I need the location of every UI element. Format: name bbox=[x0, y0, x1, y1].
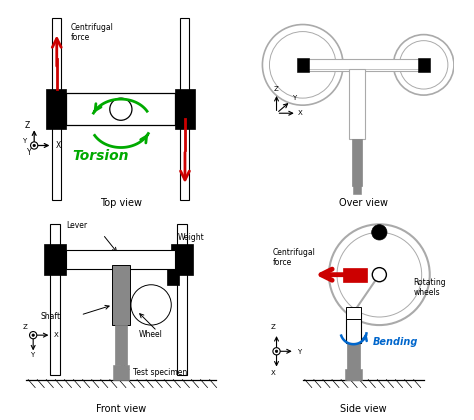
Bar bbox=[303, 59, 424, 71]
Text: Z: Z bbox=[25, 121, 30, 130]
Circle shape bbox=[33, 144, 36, 147]
Circle shape bbox=[420, 61, 428, 68]
Text: X: X bbox=[271, 370, 276, 376]
Bar bbox=[175, 89, 195, 129]
Text: Rotating: Rotating bbox=[414, 278, 446, 287]
Text: Y: Y bbox=[22, 139, 27, 144]
Bar bbox=[349, 69, 365, 139]
Text: X: X bbox=[54, 332, 58, 338]
Text: Z: Z bbox=[273, 86, 278, 92]
Circle shape bbox=[263, 24, 343, 105]
Text: Side view: Side view bbox=[340, 404, 386, 414]
Text: Over view: Over view bbox=[339, 198, 388, 208]
Text: Weight: Weight bbox=[177, 234, 204, 242]
Text: X: X bbox=[298, 110, 302, 116]
Text: Bending: Bending bbox=[374, 337, 419, 347]
Text: Centrifugal: Centrifugal bbox=[71, 23, 113, 32]
Text: Torsion: Torsion bbox=[73, 149, 129, 163]
Text: Y: Y bbox=[27, 147, 31, 157]
Circle shape bbox=[110, 98, 132, 120]
Circle shape bbox=[372, 268, 386, 282]
Bar bbox=[180, 18, 190, 200]
Text: Y: Y bbox=[292, 95, 296, 101]
Bar bbox=[44, 244, 66, 275]
Text: force: force bbox=[71, 33, 90, 42]
Bar bbox=[343, 268, 367, 282]
Text: Lever: Lever bbox=[66, 221, 87, 230]
Bar bbox=[167, 269, 179, 285]
Bar bbox=[346, 307, 361, 319]
Bar bbox=[52, 18, 62, 200]
Text: Top view: Top view bbox=[100, 198, 142, 208]
Circle shape bbox=[30, 142, 38, 149]
Bar bbox=[66, 250, 175, 269]
Bar bbox=[345, 370, 362, 380]
Circle shape bbox=[337, 232, 422, 317]
Text: Y: Y bbox=[297, 349, 301, 355]
Bar bbox=[297, 58, 309, 72]
Text: Wheel: Wheel bbox=[139, 330, 163, 339]
Bar bbox=[353, 184, 361, 194]
Text: Z: Z bbox=[271, 324, 276, 330]
Circle shape bbox=[269, 32, 336, 98]
Text: X: X bbox=[55, 141, 61, 150]
Text: Test specimen: Test specimen bbox=[133, 368, 187, 378]
Circle shape bbox=[299, 61, 307, 69]
Text: Shaft: Shaft bbox=[40, 312, 60, 321]
Text: force: force bbox=[273, 257, 292, 267]
Bar bbox=[46, 89, 66, 129]
Bar bbox=[171, 244, 193, 275]
Bar bbox=[50, 224, 60, 375]
Bar bbox=[418, 58, 430, 72]
Bar bbox=[346, 313, 361, 343]
Circle shape bbox=[273, 348, 280, 355]
Text: Centrifugal: Centrifugal bbox=[273, 247, 315, 257]
Bar bbox=[113, 365, 129, 380]
Circle shape bbox=[400, 41, 448, 89]
Bar bbox=[66, 93, 175, 125]
Bar bbox=[112, 265, 130, 325]
Circle shape bbox=[131, 285, 171, 325]
Bar bbox=[115, 325, 127, 365]
Text: Z: Z bbox=[23, 324, 28, 330]
Circle shape bbox=[275, 350, 278, 352]
Text: Front view: Front view bbox=[96, 404, 146, 414]
Circle shape bbox=[32, 334, 35, 336]
Circle shape bbox=[372, 225, 387, 240]
Circle shape bbox=[29, 331, 37, 339]
Circle shape bbox=[329, 224, 430, 325]
Bar bbox=[352, 139, 362, 186]
Bar bbox=[347, 343, 360, 380]
Text: wheels: wheels bbox=[414, 288, 440, 297]
Bar bbox=[177, 224, 187, 375]
Circle shape bbox=[393, 34, 454, 95]
Text: Y: Y bbox=[30, 352, 35, 358]
